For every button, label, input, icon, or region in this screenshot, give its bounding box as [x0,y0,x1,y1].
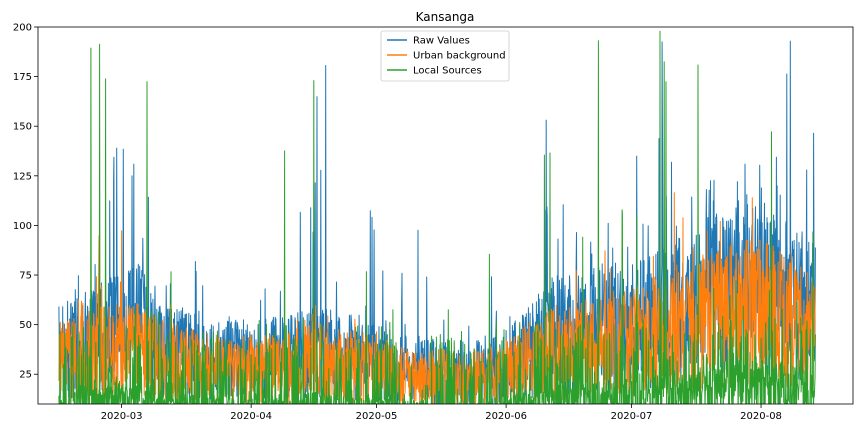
y-tick-label: 150 [13,122,32,133]
chart-title: Kansanga [416,10,475,24]
x-tick-label: 2020-08 [740,411,782,422]
x-tick-label: 2020-07 [611,411,653,422]
legend-label: Local Sources [413,66,482,77]
x-axis: 2020-03 2020-04 2020-05 2020-06 2020-07 2020-… [101,404,782,422]
x-tick-label: 2020-04 [230,411,272,422]
y-tick-label: 175 [13,72,32,83]
y-axis: 25 50 75 100 125 150 175 200 [13,23,38,381]
series-line-local-sources [58,30,816,404]
legend-label: Urban background [413,51,506,62]
y-tick-label: 100 [13,221,32,232]
y-tick-label: 50 [19,320,32,331]
x-tick-label: 2020-05 [356,411,398,422]
y-tick-label: 25 [19,370,32,381]
y-tick-label: 200 [13,23,32,34]
x-tick-label: 2020-06 [485,411,527,422]
series-line-urban-background [58,192,816,404]
x-tick-label: 2020-03 [101,411,143,422]
plot-frame [37,26,854,405]
y-tick-label: 125 [13,171,32,182]
series-layer [58,30,816,404]
legend-label: Raw Values [413,36,470,47]
legend-box [380,30,510,82]
legend: Raw Values Urban background Local Sources [380,30,510,82]
y-tick-label: 75 [19,271,32,282]
